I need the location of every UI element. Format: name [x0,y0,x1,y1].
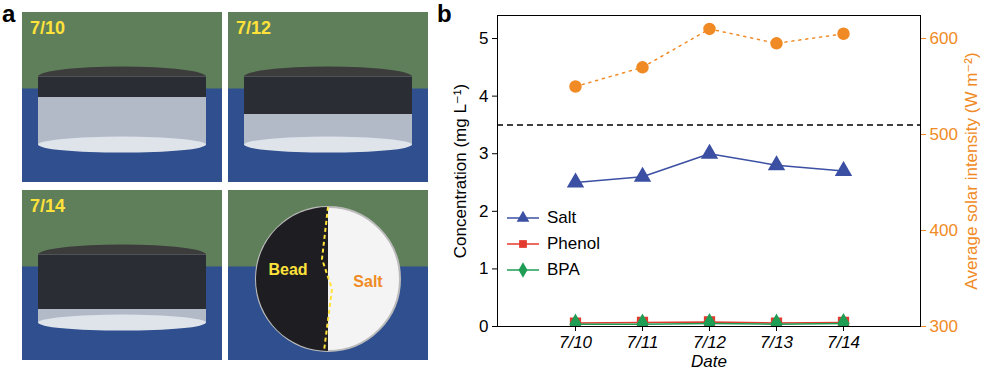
svg-text:7/10: 7/10 [559,333,593,352]
svg-text:Concentration (mg L⁻¹): Concentration (mg L⁻¹) [451,84,470,258]
html-text:BPA: BPA [547,260,580,279]
svg-text:7/12: 7/12 [236,18,271,38]
svg-text:7/12: 7/12 [693,333,727,352]
svg-text:5: 5 [479,29,488,48]
svg-text:1: 1 [479,259,488,278]
svg-text:3: 3 [479,144,488,163]
svg-text:7/13: 7/13 [760,333,794,352]
svg-text:Salt: Salt [353,273,383,290]
svg-text:600: 600 [930,29,958,48]
svg-text:Average solar intensity (W m⁻²: Average solar intensity (W m⁻²) [962,52,981,289]
html-text:b: b [437,0,452,27]
svg-text:500: 500 [930,125,958,144]
html-text:a: a [2,0,16,27]
svg-text:0: 0 [479,317,488,336]
svg-text:7/14: 7/14 [30,196,65,216]
svg-text:7/14: 7/14 [827,333,860,352]
svg-text:2: 2 [479,202,488,221]
svg-text:7/10: 7/10 [30,18,65,38]
svg-text:Bead: Bead [268,261,307,278]
svg-text:Date: Date [691,352,727,371]
svg-text:4: 4 [479,87,488,106]
svg-text:400: 400 [930,221,958,240]
svg-text:7/11: 7/11 [627,333,659,352]
svg-text:300: 300 [930,317,958,336]
html-text:Salt: Salt [547,208,577,227]
html-text:Phenol: Phenol [547,234,600,253]
